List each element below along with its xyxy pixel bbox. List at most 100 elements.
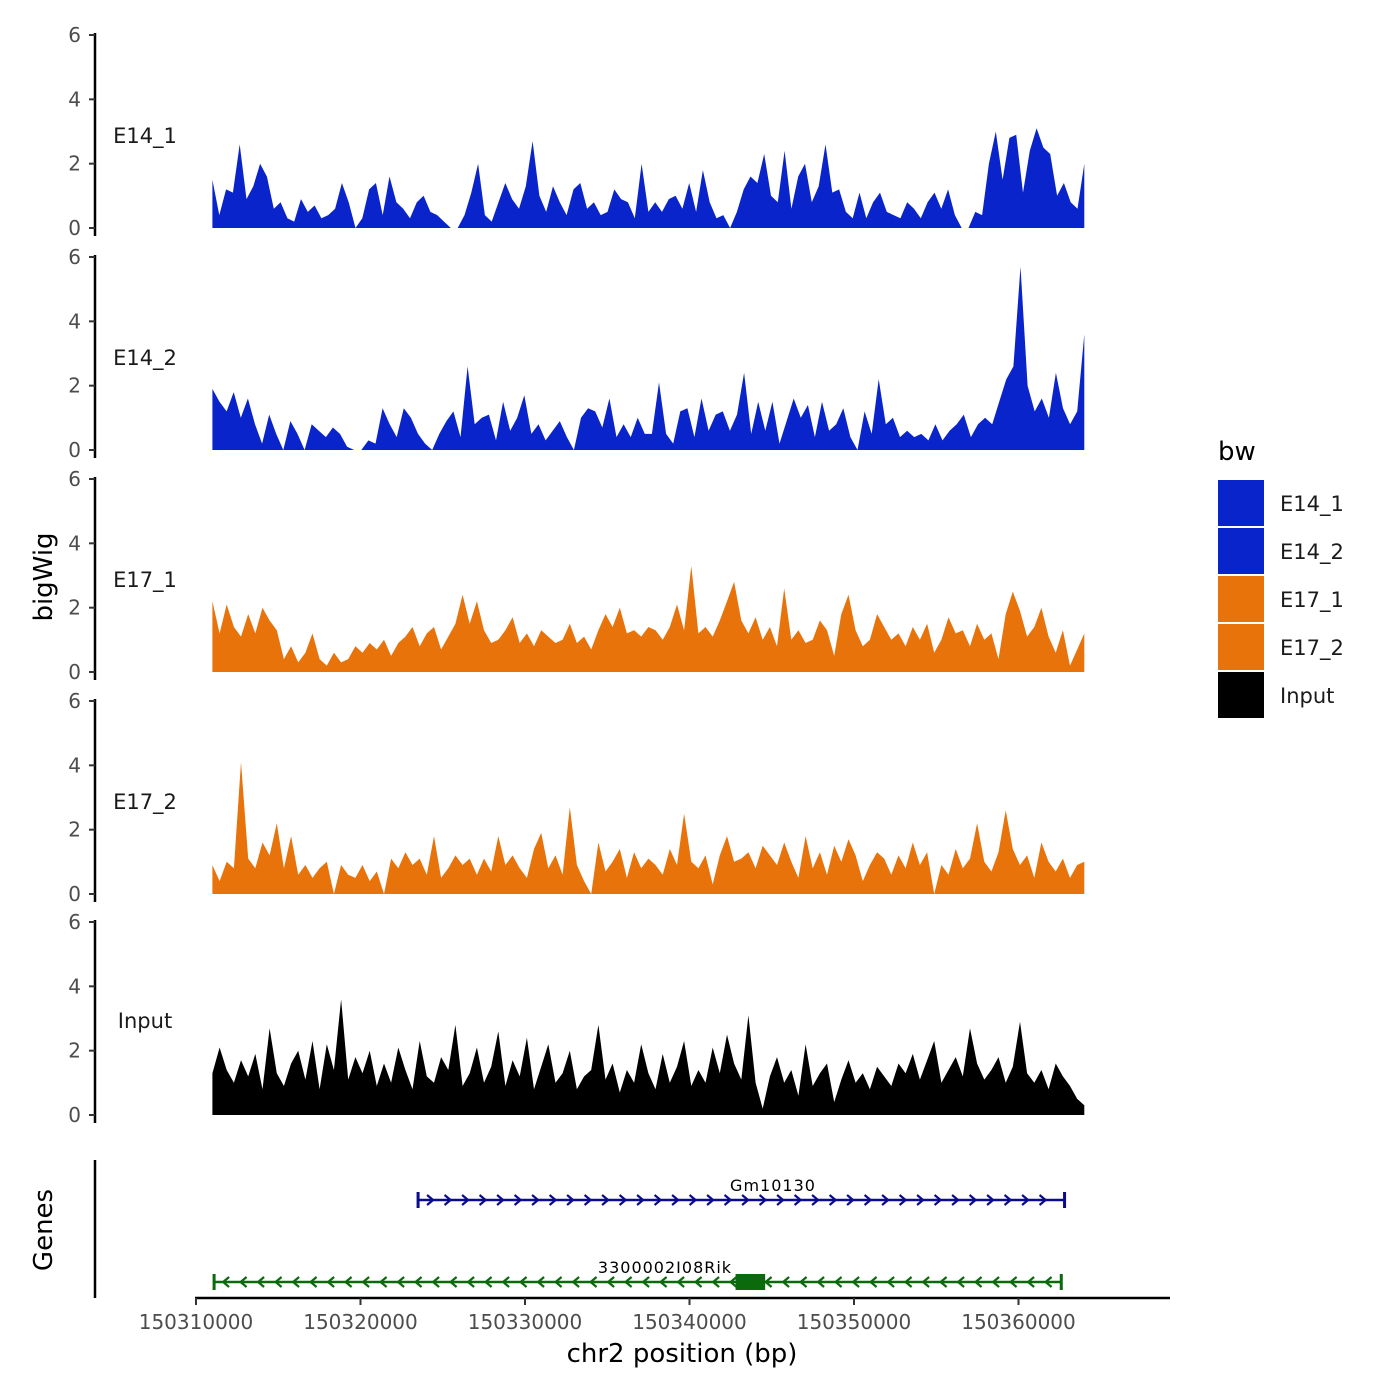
x-tick-label-150320000: 150320000	[303, 1310, 418, 1334]
gene-exon-3300002i08rik	[735, 1274, 766, 1290]
legend-label-e14-2: E14_2	[1280, 540, 1344, 565]
strand-arrow	[903, 1276, 913, 1288]
strand-arrow	[781, 1276, 790, 1288]
strand-arrow	[776, 1194, 785, 1206]
strand-arrow	[886, 1276, 895, 1288]
strand-arrow	[916, 1194, 925, 1206]
gene-label-gm10130: Gm10130	[730, 1176, 816, 1195]
gene-label-3300002i08rik: 3300002I08Rik	[598, 1258, 732, 1277]
area-e17-2	[212, 762, 1085, 894]
y-tick-label-2: 2	[68, 374, 81, 398]
strand-arrow	[921, 1276, 930, 1288]
strand-arrow	[413, 1276, 423, 1288]
strand-arrow	[833, 1276, 843, 1288]
strand-arrow	[343, 1276, 353, 1288]
y-tick-label-0: 0	[68, 216, 81, 240]
track-e17-1: 0 2 4 6 E17_1	[68, 467, 1085, 684]
gene-gm10130: Gm10130	[416, 1176, 1067, 1208]
strand-arrow	[583, 1194, 593, 1206]
strand-arrow	[448, 1276, 458, 1288]
strand-arrow	[798, 1276, 808, 1288]
track-label-e14-2: E14_2	[113, 346, 177, 371]
strand-arrow	[968, 1194, 978, 1206]
x-tick-label-150350000: 150350000	[797, 1310, 912, 1334]
track-label-e17-2: E17_2	[113, 790, 177, 815]
strand-arrow	[636, 1194, 645, 1206]
strand-arrow	[816, 1276, 825, 1288]
strand-arrow	[378, 1276, 388, 1288]
strand-arrow	[793, 1194, 803, 1206]
track-e14-1: 0 2 4 6 E14_1	[68, 23, 1085, 240]
strand-arrow	[461, 1194, 470, 1206]
genes-track-title: Genes	[29, 1189, 59, 1271]
track-e17-2: 0 2 4 6 E17_2	[68, 689, 1085, 906]
strand-arrow	[518, 1276, 528, 1288]
strand-arrow	[868, 1276, 878, 1288]
strand-arrow	[221, 1276, 230, 1288]
strand-arrow	[851, 1276, 860, 1288]
legend-label-e17-2: E17_2	[1280, 636, 1344, 661]
x-tick-label-150330000: 150330000	[468, 1310, 583, 1334]
legend-swatch-e17-2	[1218, 624, 1264, 670]
legend-swatch-e17-1	[1218, 576, 1264, 622]
strand-arrow	[828, 1194, 838, 1206]
y-tick-label-4: 4	[68, 753, 81, 777]
y-tick-label-6: 6	[68, 689, 81, 713]
legend: bw E14_1 E14_2 E17_1 E17_2 Input	[1218, 437, 1344, 718]
area-e17-1	[212, 565, 1085, 672]
strand-arrow	[361, 1276, 370, 1288]
strand-arrow	[326, 1276, 335, 1288]
strand-arrow	[898, 1194, 908, 1206]
y-tick-label-4: 4	[68, 309, 81, 333]
strand-arrow	[763, 1276, 773, 1288]
track-e14-2: 0 2 4 6 E14_2	[68, 245, 1085, 462]
strand-arrow	[728, 1276, 738, 1288]
strand-arrow	[426, 1194, 435, 1206]
y-tick-label-6: 6	[68, 245, 81, 269]
strand-arrow	[536, 1276, 545, 1288]
strand-arrow	[443, 1194, 453, 1206]
strand-arrow	[671, 1194, 680, 1206]
strand-arrow	[618, 1194, 628, 1206]
strand-arrow	[496, 1194, 505, 1206]
strand-arrow	[588, 1276, 598, 1288]
x-tick-label-150360000: 150360000	[961, 1310, 1076, 1334]
track-input: 0 2 4 6 Input	[68, 910, 1085, 1127]
strand-arrow	[1021, 1194, 1030, 1206]
strand-arrow	[811, 1194, 820, 1206]
strand-arrow	[741, 1194, 750, 1206]
legend-label-e14-1: E14_1	[1280, 492, 1344, 517]
area-e14-1	[212, 128, 1085, 228]
y-tick-label-2: 2	[68, 818, 81, 842]
strand-arrow	[951, 1194, 960, 1206]
y-tick-label-4: 4	[68, 974, 81, 998]
strand-arrow	[478, 1194, 488, 1206]
strand-arrow	[973, 1276, 983, 1288]
gene-track: Gm10130 3300002I08Rik	[93, 1160, 1067, 1298]
strand-arrow	[723, 1194, 733, 1206]
y-tick-label-6: 6	[68, 910, 81, 934]
gene-3300002i08rik: 3300002I08Rik	[212, 1258, 1063, 1290]
strand-arrow	[1026, 1276, 1035, 1288]
strand-arrow	[396, 1276, 405, 1288]
strand-arrow	[238, 1276, 248, 1288]
strand-arrow	[706, 1194, 715, 1206]
y-tick-label-0: 0	[68, 882, 81, 906]
strand-arrow	[513, 1194, 523, 1206]
strand-arrow	[466, 1276, 475, 1288]
legend-swatch-e14-1	[1218, 480, 1264, 526]
strand-arrow	[658, 1276, 668, 1288]
area-e14-2	[212, 266, 1085, 450]
y-tick-label-6: 6	[68, 467, 81, 491]
legend-swatch-input	[1218, 672, 1264, 718]
strand-arrow	[1008, 1276, 1018, 1288]
y-tick-label-0: 0	[68, 660, 81, 684]
y-tick-label-0: 0	[68, 1103, 81, 1127]
coverage-tracks: 0 2 4 6 E14_1 0 2 4 6 E14_2 0 2 4 6 E17_1 0 2 4 6 E17_2 0 2 4 6…	[68, 23, 1085, 1127]
legend-swatch-e14-2	[1218, 528, 1264, 574]
y-tick-label-4: 4	[68, 531, 81, 555]
strand-arrow	[431, 1276, 440, 1288]
strand-arrow	[623, 1276, 633, 1288]
strand-arrow	[688, 1194, 698, 1206]
